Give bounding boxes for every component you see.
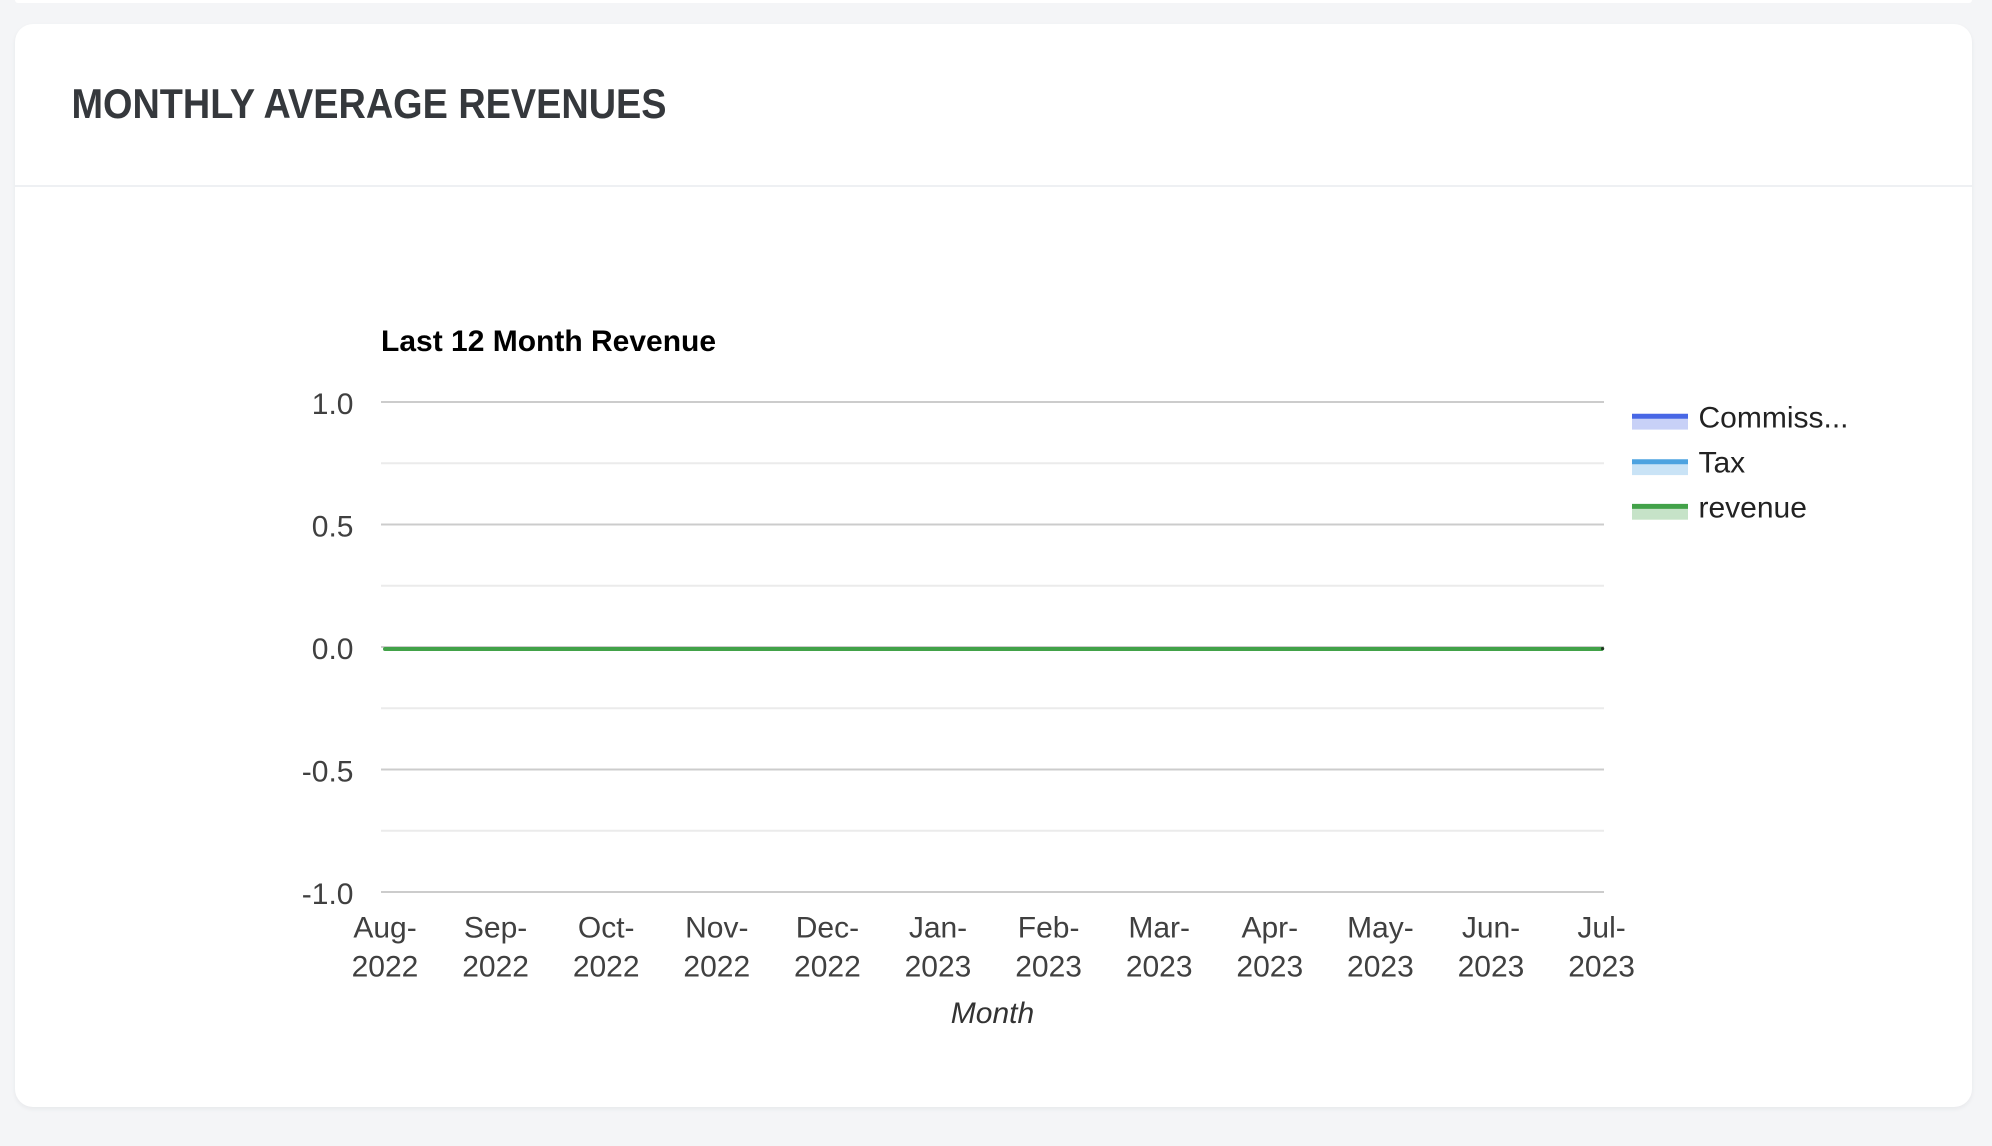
svg-text:0.5: 0.5 (312, 511, 354, 544)
svg-text:Feb-: Feb- (1018, 912, 1080, 945)
svg-text:2022: 2022 (352, 951, 419, 984)
svg-text:Last 12 Month Revenue: Last 12 Month Revenue (381, 325, 716, 358)
svg-text:Apr-: Apr- (1241, 912, 1298, 945)
svg-text:Month: Month (951, 997, 1034, 1030)
svg-text:Jun-: Jun- (1462, 912, 1520, 945)
svg-text:revenue: revenue (1699, 491, 1807, 524)
svg-text:Mar-: Mar- (1128, 912, 1190, 945)
svg-text:Aug-: Aug- (353, 912, 416, 945)
svg-text:Nov-: Nov- (685, 912, 748, 945)
svg-text:2022: 2022 (683, 951, 750, 984)
svg-text:2023: 2023 (905, 951, 972, 984)
svg-text:1.0: 1.0 (312, 388, 354, 421)
svg-text:-1.0: -1.0 (302, 878, 354, 911)
svg-text:2023: 2023 (1126, 951, 1193, 984)
svg-text:Jul-: Jul- (1577, 912, 1625, 945)
svg-text:Tax: Tax (1699, 446, 1746, 479)
svg-text:Dec-: Dec- (796, 912, 859, 945)
svg-text:2022: 2022 (462, 951, 529, 984)
svg-text:MONTHLY AVERAGE REVENUES: MONTHLY AVERAGE REVENUES (72, 80, 667, 127)
svg-text:Jan-: Jan- (909, 912, 967, 945)
svg-text:2023: 2023 (1015, 951, 1082, 984)
svg-text:Oct-: Oct- (578, 912, 635, 945)
svg-text:2023: 2023 (1236, 951, 1303, 984)
svg-text:Commiss...: Commiss... (1699, 401, 1849, 434)
svg-text:Sep-: Sep- (464, 912, 527, 945)
svg-text:May-: May- (1347, 912, 1414, 945)
svg-text:2023: 2023 (1347, 951, 1414, 984)
svg-text:2023: 2023 (1458, 951, 1525, 984)
svg-text:2022: 2022 (794, 951, 861, 984)
svg-text:0.0: 0.0 (312, 633, 354, 666)
svg-text:2023: 2023 (1568, 951, 1635, 984)
svg-text:2022: 2022 (573, 951, 640, 984)
svg-text:-0.5: -0.5 (302, 756, 354, 789)
